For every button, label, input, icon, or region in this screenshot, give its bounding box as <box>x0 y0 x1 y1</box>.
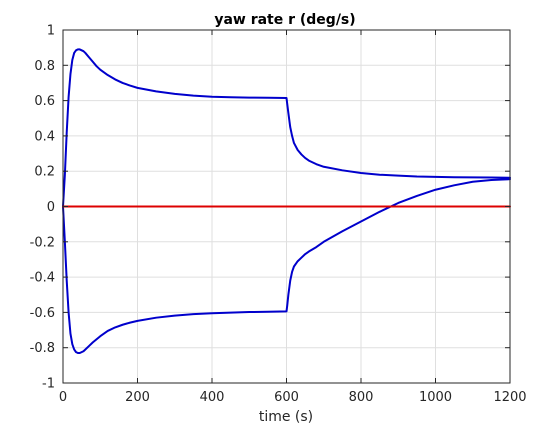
y-tick-label: 0.4 <box>34 129 55 144</box>
x-tick-label: 1200 <box>493 390 526 405</box>
x-tick-label: 0 <box>59 390 67 405</box>
series-line-1 <box>62 48 511 208</box>
y-tick-label: 0.8 <box>34 59 55 74</box>
y-tick-label: 0.6 <box>34 94 55 109</box>
y-tick-label: 0.2 <box>34 165 55 180</box>
x-axis-title: time (s) <box>259 409 313 425</box>
x-tick-label: 1000 <box>419 390 452 405</box>
x-tick-label: 200 <box>125 390 150 405</box>
chart-title: yaw rate r (deg/s) <box>214 12 355 28</box>
y-tick-label: -0.6 <box>30 306 55 321</box>
y-tick-label: -0.8 <box>30 341 55 356</box>
y-tick-label: -0.2 <box>30 235 55 250</box>
x-tick-label: 600 <box>274 390 299 405</box>
y-tick-label: 0 <box>47 200 55 215</box>
axis-ticks: 0 200 400 600 800 1000 1200 -1 -0.8 -0.6 -0.4 -0.2 0… <box>30 24 527 406</box>
y-tick-label: -0.4 <box>30 271 55 286</box>
series-line-2 <box>62 178 511 354</box>
x-tick-label: 400 <box>200 390 225 405</box>
series-lines <box>62 48 511 354</box>
x-tick-label: 800 <box>349 390 374 405</box>
y-tick-label: 1 <box>47 24 55 39</box>
y-tick-label: -1 <box>42 377 55 392</box>
